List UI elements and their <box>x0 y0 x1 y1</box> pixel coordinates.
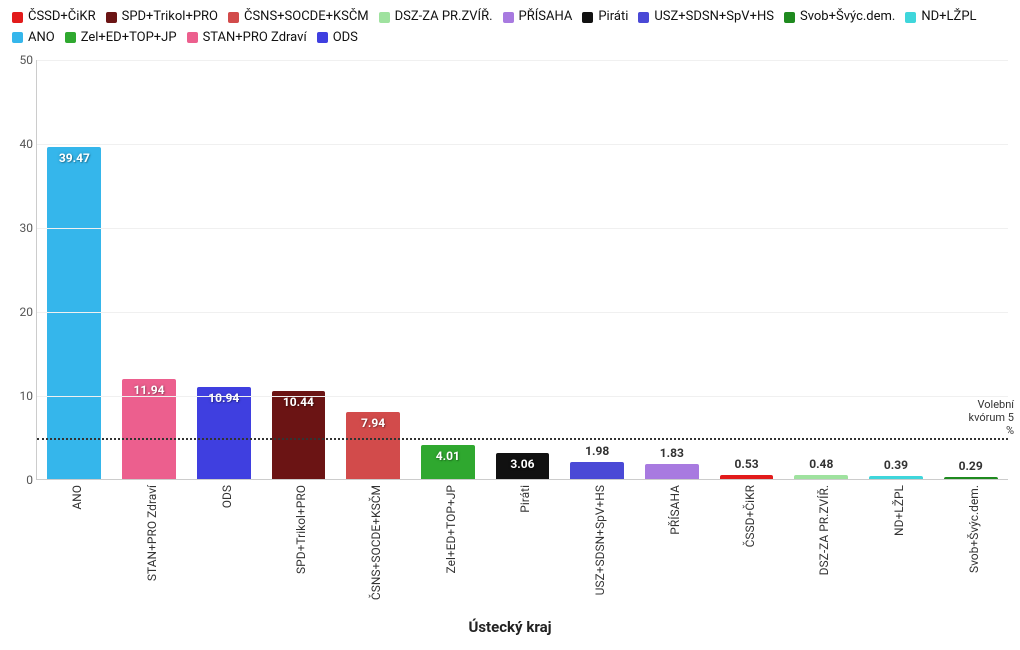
legend-label: SPD+Trikol+PRO <box>122 8 218 26</box>
legend-swatch <box>379 12 390 23</box>
legend-item[interactable]: STAN+PRO Zdraví <box>187 29 307 47</box>
ytick-label: 20 <box>7 305 33 319</box>
legend-item[interactable]: ANO <box>12 29 55 47</box>
gridline <box>37 396 1008 397</box>
bar-slot: 4.01Zel+ED+TOP+JP <box>410 60 485 479</box>
threshold-label: Volebníkvórum 5% <box>969 398 1014 437</box>
bar[interactable] <box>570 462 624 479</box>
legend-label: Piráti <box>598 8 628 26</box>
x-axis-label: Svob+Švýc.dem. <box>961 479 981 573</box>
legend-label: STAN+PRO Zdraví <box>203 29 307 47</box>
legend-swatch <box>12 32 23 43</box>
bar-value-label: 1.83 <box>635 446 710 460</box>
legend-item[interactable]: Piráti <box>582 8 628 26</box>
legend-item[interactable]: ČSSD+ČiKR <box>12 8 96 26</box>
bar-value-label: 11.94 <box>112 383 187 397</box>
legend: ČSSD+ČiKR SPD+Trikol+PRO ČSNS+SOCDE+KSČM DS… <box>0 0 1020 53</box>
gridline <box>37 312 1008 313</box>
legend-label: Svob+Švýc.dem. <box>800 8 895 26</box>
legend-swatch <box>187 32 198 43</box>
bar-value-label: 3.06 <box>485 457 560 471</box>
legend-swatch <box>905 12 916 23</box>
bar-slot: 7.94ČSNS+SOCDE+KSČM <box>336 60 411 479</box>
x-axis-label: USZ+SDSN+SpV+HS <box>587 479 607 595</box>
legend-label: ČSSD+ČiKR <box>28 8 96 26</box>
bar-value-label: 7.94 <box>336 416 411 430</box>
x-axis-label: STAN+PRO Zdraví <box>139 479 159 581</box>
x-axis-label: DSZ-ZA PR.ZVÍŘ. <box>811 479 831 575</box>
ytick-label: 0 <box>7 473 33 487</box>
ytick-label: 10 <box>7 389 33 403</box>
bar-slot: 0.53ČSSD+ČiKR <box>709 60 784 479</box>
bar[interactable] <box>645 464 699 479</box>
bar-slot: 0.39ND+LŽPL <box>859 60 934 479</box>
x-axis-label: Zel+ED+TOP+JP <box>438 479 458 573</box>
x-axis-label: SPD+Trikol+PRO <box>288 479 308 574</box>
bar[interactable] <box>47 147 101 479</box>
x-axis-label: ČSNS+SOCDE+KSČM <box>363 479 383 600</box>
legend-swatch <box>65 32 76 43</box>
legend-item[interactable]: Svob+Švýc.dem. <box>784 8 895 26</box>
chart-title: Ústecký kraj <box>0 618 1020 636</box>
legend-item[interactable]: ND+LŽPL <box>905 8 976 26</box>
legend-swatch <box>582 12 593 23</box>
bar-value-label: 0.39 <box>859 458 934 472</box>
legend-swatch <box>106 12 117 23</box>
bar-value-label: 10.44 <box>261 395 336 409</box>
legend-swatch <box>503 12 514 23</box>
legend-item[interactable]: SPD+Trikol+PRO <box>106 8 218 26</box>
gridline <box>37 60 1008 61</box>
x-axis-label: PŘÍSAHA <box>662 479 682 535</box>
bar-value-label: 39.47 <box>37 151 112 165</box>
x-axis-label: ČSSD+ČiKR <box>737 479 757 547</box>
bar-slot: 1.83PŘÍSAHA <box>635 60 710 479</box>
legend-swatch <box>784 12 795 23</box>
plot-area: 39.47ANO11.94STAN+PRO Zdraví10.94ODS10.4… <box>36 60 1008 480</box>
x-axis-label: Piráti <box>512 479 532 513</box>
bar-value-label: 0.53 <box>709 457 784 471</box>
legend-label: Zel+ED+TOP+JP <box>81 29 177 47</box>
legend-label: DSZ-ZA PR.ZVÍŘ. <box>395 8 493 26</box>
legend-swatch <box>638 12 649 23</box>
ytick-label: 50 <box>7 53 33 67</box>
bar-slot: 10.94ODS <box>186 60 261 479</box>
bar-value-label: 10.94 <box>186 391 261 405</box>
bar-value-label: 0.29 <box>933 459 1008 473</box>
legend-swatch <box>12 12 23 23</box>
gridline <box>37 144 1008 145</box>
ytick-label: 30 <box>7 221 33 235</box>
bar-value-label: 0.48 <box>784 457 859 471</box>
legend-item[interactable]: USZ+SDSN+SpV+HS <box>638 8 774 26</box>
legend-item[interactable]: PŘÍSAHA <box>503 8 573 26</box>
bar-slot: 0.48DSZ-ZA PR.ZVÍŘ. <box>784 60 859 479</box>
legend-label: PŘÍSAHA <box>519 8 573 26</box>
gridline <box>37 228 1008 229</box>
x-axis-label: ODS <box>214 479 234 508</box>
legend-label: ND+LŽPL <box>921 8 976 26</box>
legend-item[interactable]: ODS <box>317 29 358 47</box>
bar-slot: 3.06Piráti <box>485 60 560 479</box>
legend-item[interactable]: ČSNS+SOCDE+KSČM <box>228 8 369 26</box>
legend-item[interactable]: DSZ-ZA PR.ZVÍŘ. <box>379 8 493 26</box>
bar-value-label: 1.98 <box>560 444 635 458</box>
x-axis-label: ND+LŽPL <box>886 479 906 536</box>
bar-value-label: 4.01 <box>410 449 485 463</box>
x-axis-label: ANO <box>64 479 84 510</box>
legend-swatch <box>317 32 328 43</box>
election-bar-chart: ČSSD+ČiKR SPD+Trikol+PRO ČSNS+SOCDE+KSČM DS… <box>0 0 1020 650</box>
legend-label: ČSNS+SOCDE+KSČM <box>244 8 369 26</box>
bars-layer: 39.47ANO11.94STAN+PRO Zdraví10.94ODS10.4… <box>37 60 1008 479</box>
legend-label: ODS <box>333 29 358 47</box>
legend-label: ANO <box>28 29 55 47</box>
legend-label: USZ+SDSN+SpV+HS <box>654 8 774 26</box>
bar-slot: 11.94STAN+PRO Zdraví <box>112 60 187 479</box>
bar-slot: 1.98USZ+SDSN+SpV+HS <box>560 60 635 479</box>
bar-slot: 39.47ANO <box>37 60 112 479</box>
legend-item[interactable]: Zel+ED+TOP+JP <box>65 29 177 47</box>
bar-slot: 10.44SPD+Trikol+PRO <box>261 60 336 479</box>
ytick-label: 40 <box>7 137 33 151</box>
legend-swatch <box>228 12 239 23</box>
threshold-line <box>37 438 1008 440</box>
